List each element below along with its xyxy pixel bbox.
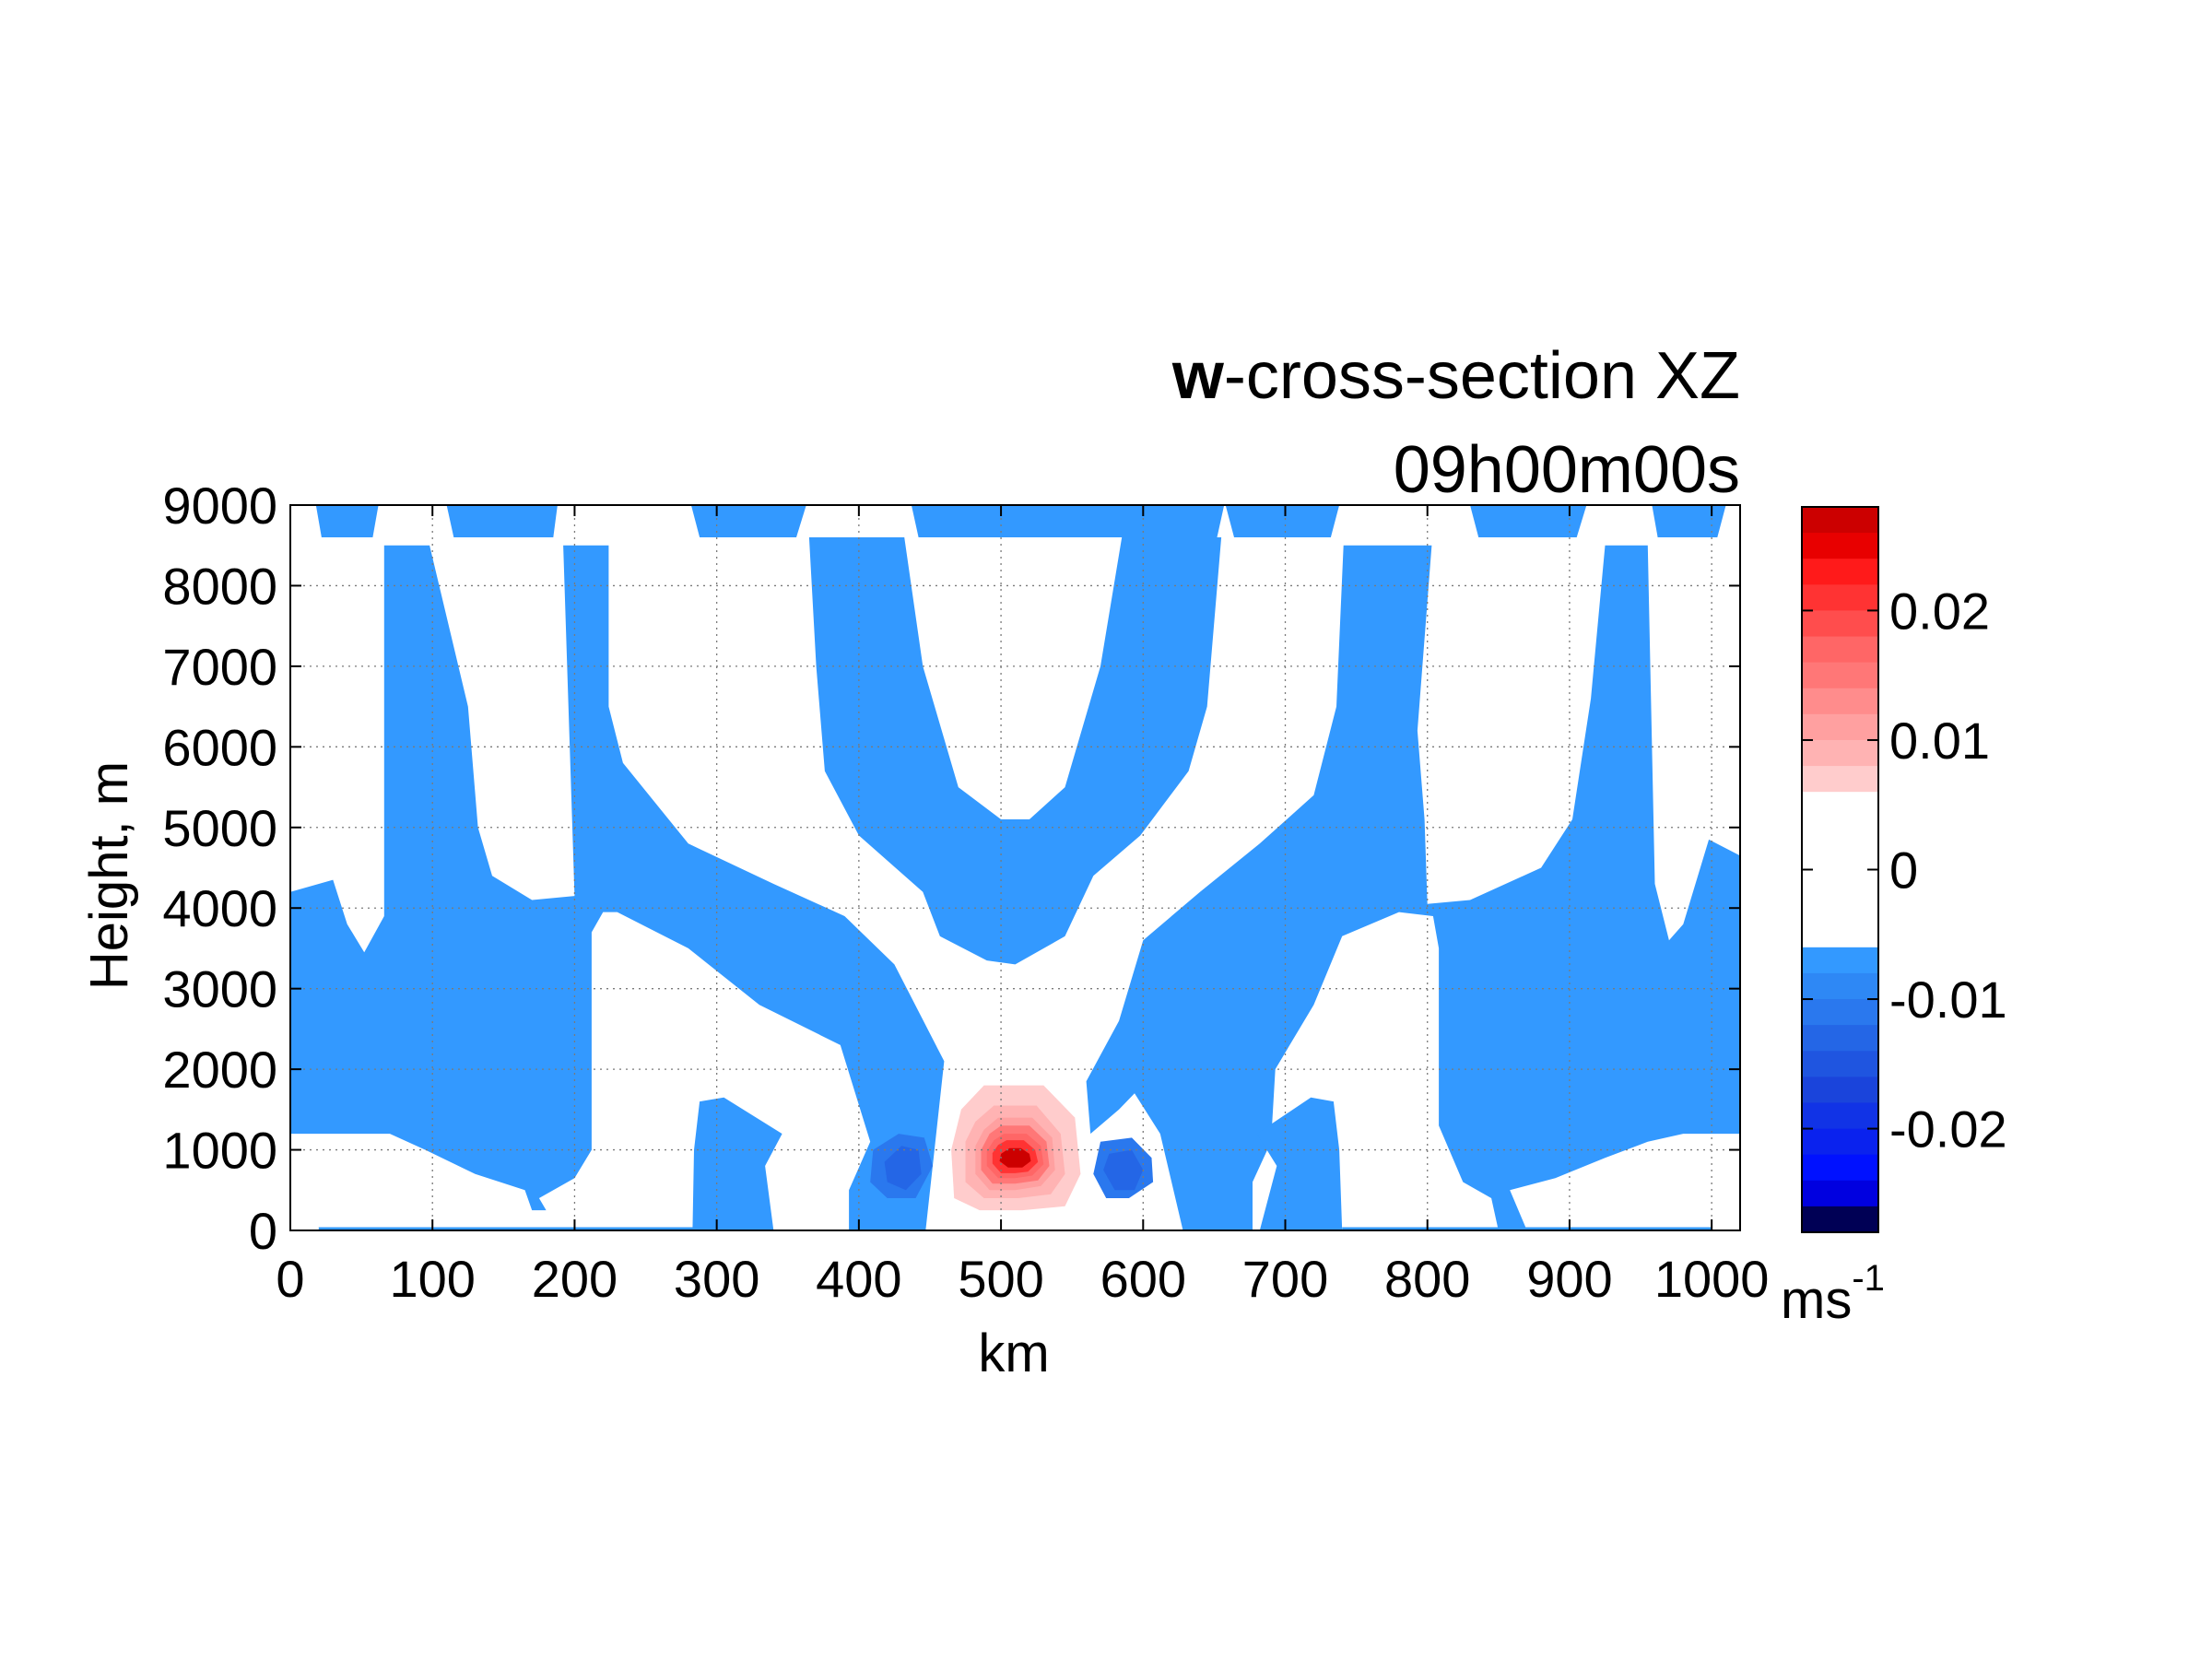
y-axis-label: Height, m [79, 761, 139, 990]
colorbar-swatch [1802, 559, 1878, 585]
y-tick-label: 7000 [162, 638, 277, 696]
colorbar-swatch [1802, 766, 1878, 793]
colorbar-unit-exponent: -1 [1852, 1258, 1885, 1299]
x-tick-label: 1000 [1654, 1250, 1770, 1308]
colorbar-swatch [1802, 947, 1878, 974]
contour-top-band-2 [446, 505, 558, 537]
y-tick-label: 8000 [162, 557, 277, 615]
contour-top-band-6 [1470, 505, 1587, 537]
x-tick-label: 100 [389, 1250, 475, 1308]
x-tick-label: 900 [1526, 1250, 1612, 1308]
colorbar-swatch [1802, 507, 1878, 534]
contour-top-band-5 [1225, 505, 1340, 537]
colorbar-swatch [1802, 792, 1878, 948]
y-tick-label: 9000 [162, 477, 277, 535]
colorbar-swatch [1802, 1206, 1878, 1233]
contour-top-band-7 [1652, 505, 1726, 537]
y-tick-label: 2000 [162, 1041, 277, 1099]
colorbar-swatch [1802, 662, 1878, 689]
colorbar-swatch [1802, 1077, 1878, 1104]
colorbar-ticks: 0.02 0.01 0 -0.01 -0.02 [1802, 582, 2007, 1159]
contour-lower-left-blob [692, 1097, 782, 1230]
chart-title: w-cross-section XZ [1172, 339, 1740, 413]
colorbar-swatch [1802, 999, 1878, 1026]
x-tick-label: 700 [1242, 1250, 1328, 1308]
colorbar-swatch [1802, 1154, 1878, 1182]
colorbar-swatch [1802, 533, 1878, 559]
y-tick-label: 4000 [162, 879, 277, 937]
x-tick-label: 0 [276, 1250, 304, 1308]
y-tick-label: 3000 [162, 960, 277, 1018]
colorbar-tick-label: -0.02 [1889, 1100, 2007, 1159]
x-tick-label: 400 [816, 1250, 901, 1308]
x-tick-label: 500 [958, 1250, 1043, 1308]
x-tick-label: 800 [1384, 1250, 1470, 1308]
plot-frame [289, 504, 1741, 1231]
y-tick-label: 1000 [162, 1122, 277, 1180]
colorbar-swatch [1802, 713, 1878, 741]
colorbar-swatch [1802, 739, 1878, 767]
colorbar-swatch [1802, 972, 1878, 1000]
grid-lines [290, 505, 1740, 1230]
colorbar-tick-label: 0 [1889, 841, 1918, 900]
colorbar-tick-label: -0.01 [1889, 971, 2007, 1029]
colorbar-unit-base: ms [1781, 1270, 1852, 1330]
colorbar-swatch [1802, 1128, 1878, 1156]
contour-top-band-3 [690, 505, 806, 537]
y-tick-label: 6000 [162, 718, 277, 776]
colorbar-swatch [1802, 1102, 1878, 1130]
y-tick-label: 5000 [162, 799, 277, 857]
contour-left-edge-column [290, 545, 945, 1230]
colorbar-swatch [1802, 636, 1878, 664]
colorbar-swatch [1802, 584, 1878, 612]
colorbar-swatch [1802, 1051, 1878, 1077]
chart-title-variable: w [1171, 339, 1224, 413]
contour-down-core-left-2 [884, 1146, 922, 1191]
contour-right-edge-column [1086, 545, 1740, 1230]
colorbar-swatch [1802, 688, 1878, 715]
colorbar-unit: ms-1 [1781, 1258, 1885, 1330]
colorbar [1802, 507, 1878, 1233]
y-tick-label: 0 [249, 1202, 277, 1260]
x-tick-label: 300 [674, 1250, 759, 1308]
contour-top-band-4 [911, 505, 1225, 537]
colorbar-tick-label: 0.02 [1889, 582, 1990, 640]
axis-ticks: 0 100 200 300 400 500 600 700 800 900 1000 0 1000 200… [162, 477, 1769, 1308]
contour-down-core-right-2 [1103, 1149, 1144, 1191]
x-axis-label: km [978, 1324, 1049, 1383]
contour-top-band-1 [315, 505, 379, 537]
contour-up-core-7 [999, 1147, 1031, 1168]
colorbar-swatch [1802, 1180, 1878, 1207]
contour-regions [290, 505, 1740, 1230]
x-tick-label: 600 [1100, 1250, 1186, 1308]
contour-lower-right-blob [1256, 1097, 1343, 1230]
chart-subtitle: 09h00m00s [1393, 433, 1740, 507]
colorbar-swatch [1802, 1025, 1878, 1052]
colorbar-swatch [1802, 610, 1878, 638]
contour-center-u [808, 537, 1222, 965]
chart-title-rest: -cross-section XZ [1223, 339, 1740, 413]
x-tick-label: 200 [532, 1250, 618, 1308]
colorbar-tick-label: 0.01 [1889, 712, 1990, 770]
